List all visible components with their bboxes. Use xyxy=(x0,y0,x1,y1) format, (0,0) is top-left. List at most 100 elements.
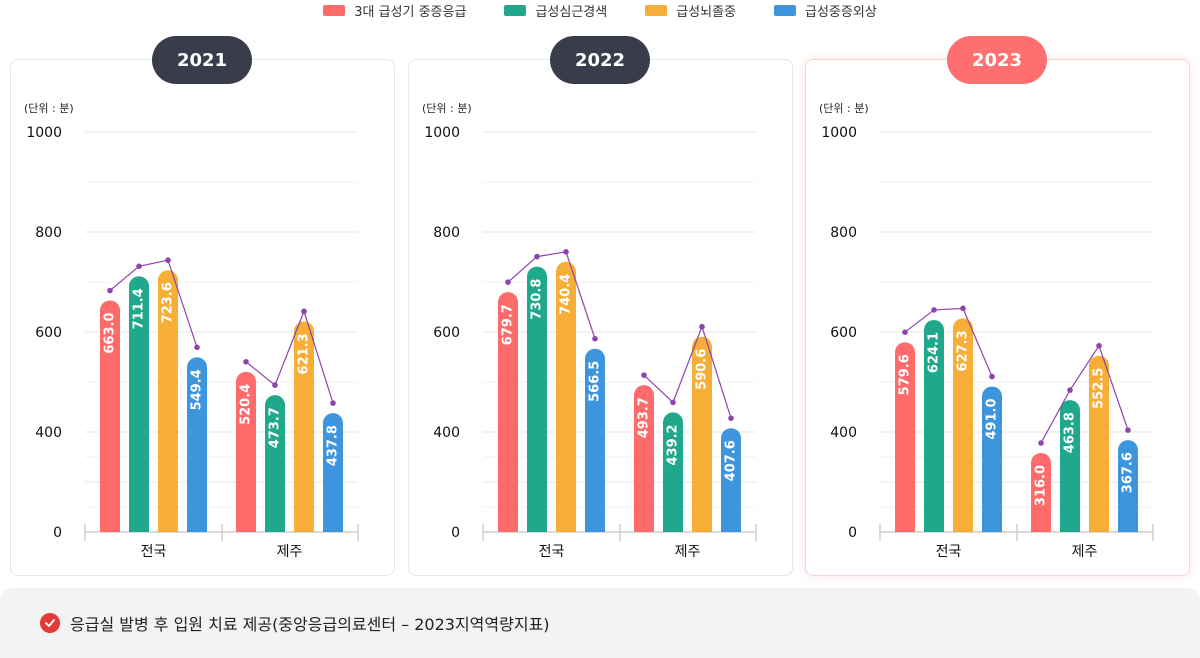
legend-label: 3대 급성기 중증응급 xyxy=(354,4,467,20)
trend-marker xyxy=(107,287,113,294)
bar-value-label: 730.8 xyxy=(530,279,545,320)
bar xyxy=(1118,440,1138,532)
y-tick-label: 800 xyxy=(35,225,62,241)
unit-label: (단위 : 분) xyxy=(422,102,472,115)
x-category-label: 제주 xyxy=(675,544,701,560)
trend-marker xyxy=(194,344,200,351)
trend-marker xyxy=(960,305,966,312)
trend-line xyxy=(245,309,334,404)
legend-item-trauma: 급성중증외상 xyxy=(774,1,877,20)
bar xyxy=(721,428,741,532)
trend-marker xyxy=(931,307,937,313)
x-category-label: 제주 xyxy=(1072,544,1098,560)
bar-value-label: 520.4 xyxy=(239,384,254,425)
bar xyxy=(100,300,120,532)
legend-item-stroke: 급성뇌졸중 xyxy=(645,1,736,20)
trend-marker xyxy=(243,359,249,365)
legend-swatch xyxy=(645,4,668,16)
bar xyxy=(895,342,915,532)
bar xyxy=(585,348,605,532)
y-tick-label: 0 xyxy=(53,525,62,541)
bar-value-label: 566.5 xyxy=(588,361,603,402)
bar-value-label: 590.6 xyxy=(695,349,710,390)
bar-value-label: 549.4 xyxy=(190,369,205,410)
bar-value-label: 316.0 xyxy=(1034,465,1049,506)
bar-value-label: 491.0 xyxy=(985,399,1000,440)
trend-line xyxy=(1040,344,1129,444)
year-badge: 2023 xyxy=(947,36,1047,84)
unit-label: (단위 : 분) xyxy=(24,102,74,115)
trend-marker xyxy=(670,399,676,406)
year-badge: 2021 xyxy=(152,36,252,84)
bar-chart-2023: (단위 : 분) 1000 800 600 400 0 579.6 624.1 627.3 491… xyxy=(819,102,1154,560)
legend-swatch xyxy=(323,4,346,16)
bar-value-label: 437.8 xyxy=(326,425,341,466)
y-tick-label: 1000 xyxy=(821,125,857,141)
source-note-text: 응급실 발병 후 입원 치료 제공(중앙응급의료센터 – 2023지역역량지표) xyxy=(70,615,550,634)
bar-value-label: 621.3 xyxy=(297,333,312,374)
bar xyxy=(187,357,207,532)
bar-value-label: 579.6 xyxy=(898,354,913,395)
year-badge: 2022 xyxy=(550,36,650,84)
y-tick-label: 400 xyxy=(35,425,62,441)
check-circle-icon xyxy=(40,613,60,633)
bar xyxy=(1060,400,1080,532)
legend-swatch xyxy=(504,4,527,16)
trend-line xyxy=(109,259,198,348)
chart-panel-2022: 2022 (단위 : 분) 1000 800 600 400 0 679.7 730.8 740… xyxy=(408,36,793,576)
bar-value-label: 473.7 xyxy=(268,407,283,448)
trend-marker xyxy=(902,329,908,336)
y-tick-label: 600 xyxy=(35,325,62,341)
y-tick-label: 800 xyxy=(433,225,460,241)
bar-value-label: 624.1 xyxy=(927,332,942,373)
bar-value-label: 407.6 xyxy=(724,440,739,481)
y-tick-label: 400 xyxy=(433,425,460,441)
bar xyxy=(1031,453,1051,532)
bar xyxy=(924,319,944,532)
y-tick-label: 600 xyxy=(830,325,857,341)
bar xyxy=(323,413,343,532)
trend-marker xyxy=(165,257,171,263)
legend-item-myocardial-infarction: 급성심근경색 xyxy=(504,1,607,20)
bar xyxy=(692,336,712,532)
trend-marker xyxy=(136,263,142,270)
bar-value-label: 663.0 xyxy=(103,313,118,354)
x-category-label: 전국 xyxy=(936,544,962,560)
y-tick-label: 800 xyxy=(830,225,857,241)
bar-value-label: 439.2 xyxy=(666,424,681,465)
bar xyxy=(953,318,973,532)
trend-marker xyxy=(1125,427,1131,433)
bar xyxy=(1089,355,1109,532)
x-category-label: 제주 xyxy=(277,544,303,560)
bar xyxy=(265,395,285,532)
y-tick-label: 0 xyxy=(848,525,857,541)
y-tick-label: 400 xyxy=(830,425,857,441)
bar-value-label: 367.6 xyxy=(1121,452,1136,493)
y-tick-label: 600 xyxy=(433,325,460,341)
x-category-label: 전국 xyxy=(141,544,167,560)
trend-line xyxy=(643,324,732,419)
bar-value-label: 679.7 xyxy=(501,304,516,345)
bar-chart-2021: (단위 : 분) 1000 800 600 400 0 663.0 711.4 723.6 549… xyxy=(24,102,359,560)
unit-label: (단위 : 분) xyxy=(819,102,869,115)
legend-item-severe-emergency: 3대 급성기 중증응급 xyxy=(323,1,466,20)
legend-swatch xyxy=(774,4,797,16)
trend-marker xyxy=(1096,342,1102,349)
bar xyxy=(527,266,547,532)
bar-value-label: 552.5 xyxy=(1092,368,1107,409)
bar xyxy=(129,276,149,532)
trend-marker xyxy=(1067,387,1073,393)
y-tick-label: 1000 xyxy=(424,125,460,141)
bar-value-label: 627.3 xyxy=(956,330,971,371)
trend-marker xyxy=(505,279,511,285)
legend-label: 급성뇌졸중 xyxy=(676,4,737,20)
trend-marker xyxy=(1038,440,1044,446)
trend-marker xyxy=(699,323,705,330)
bar-chart-2022: (단위 : 분) 1000 800 600 400 0 679.7 730.8 740.4 566… xyxy=(422,102,757,560)
trend-marker xyxy=(641,372,647,378)
trend-marker xyxy=(330,400,336,406)
bar xyxy=(663,412,683,532)
y-tick-label: 1000 xyxy=(26,125,62,141)
chart-panel-2023: 2023 (단위 : 분) 1000 800 600 400 0 579.6 624.1 627… xyxy=(805,36,1190,576)
trend-marker xyxy=(563,249,569,255)
